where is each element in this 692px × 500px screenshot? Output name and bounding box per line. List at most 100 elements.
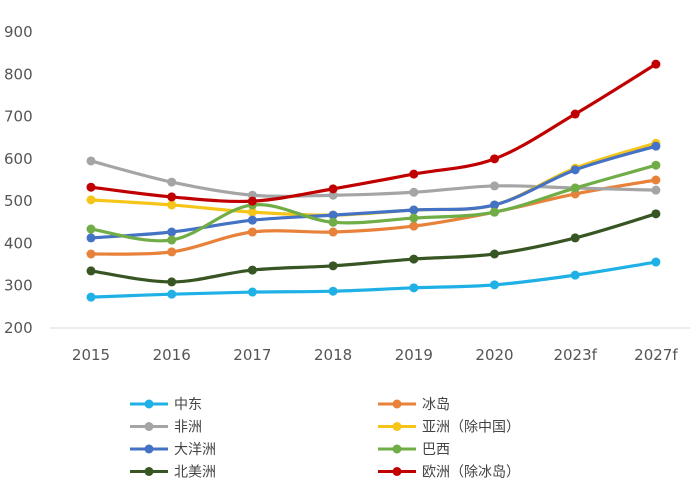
data-point: [247, 215, 257, 225]
series-line: [90, 178, 657, 256]
series-6: [86, 209, 661, 287]
data-point: [328, 184, 338, 194]
x-tick-label: 2018: [314, 346, 352, 364]
legend-label: 冰岛: [422, 397, 450, 413]
legend-label: 北美洲: [174, 465, 216, 481]
series-7: [86, 59, 661, 206]
y-tick-label: 400: [4, 234, 33, 252]
data-point: [328, 217, 338, 227]
data-point: [409, 213, 419, 223]
data-point: [570, 183, 580, 193]
series-1: [86, 175, 661, 259]
data-point: [409, 221, 419, 231]
data-point: [247, 207, 257, 217]
data-point: [86, 156, 96, 166]
data-point: [247, 227, 257, 237]
series-4: [86, 141, 661, 243]
data-point: [167, 200, 177, 210]
data-point: [328, 227, 338, 237]
y-tick-label: 300: [4, 277, 33, 295]
data-point: [247, 265, 257, 275]
legend-marker: [144, 422, 154, 431]
data-point: [651, 185, 661, 195]
data-point: [328, 210, 338, 220]
legend-item: 冰岛: [378, 397, 450, 413]
data-point: [651, 59, 661, 69]
data-point: [86, 292, 96, 302]
x-tick-label: 2017: [233, 346, 271, 364]
legend-item: 大洋洲: [130, 442, 216, 458]
series-line: [90, 62, 657, 204]
data-point: [167, 235, 177, 245]
x-tick-label: 2020: [475, 346, 513, 364]
series-line: [90, 212, 657, 284]
legend-marker: [392, 422, 402, 431]
legend-marker: [144, 399, 154, 409]
legend-marker: [392, 399, 402, 409]
data-point: [570, 109, 580, 119]
data-point: [409, 283, 419, 293]
data-point: [167, 247, 177, 257]
data-point: [409, 205, 419, 215]
legend-item: 巴西: [378, 442, 450, 458]
series-lines: [86, 59, 661, 302]
data-point: [490, 249, 499, 259]
legend-label: 巴西: [422, 442, 450, 458]
legend-marker: [144, 467, 154, 476]
data-point: [651, 257, 661, 267]
axes: 200 300 400 500 600 700 800 900 2015 2016 2017 2018…: [4, 23, 690, 364]
data-point: [328, 286, 338, 296]
data-point: [247, 196, 257, 206]
data-point: [651, 175, 661, 185]
series-line: [90, 163, 657, 243]
data-point: [86, 233, 96, 243]
legend-label: 大洋洲: [174, 442, 216, 458]
series-0: [86, 257, 661, 302]
data-point: [167, 277, 177, 287]
data-point: [167, 192, 177, 202]
data-point: [247, 287, 257, 297]
data-point: [490, 280, 499, 290]
data-point: [570, 165, 580, 175]
data-point: [167, 177, 177, 187]
data-point: [409, 169, 419, 179]
x-tick-label: 2027f: [634, 346, 678, 364]
data-point: [86, 182, 96, 192]
data-point: [570, 270, 580, 280]
legend-label: 中东: [174, 397, 202, 413]
legend-marker: [392, 444, 402, 454]
data-point: [651, 141, 661, 151]
data-point: [570, 233, 580, 243]
data-point: [86, 224, 96, 234]
legend-item: 欧洲（除冰岛）: [378, 465, 520, 481]
y-tick-label: 200: [4, 319, 33, 337]
legend-marker: [144, 444, 154, 454]
data-point: [86, 195, 96, 205]
data-point: [409, 187, 419, 197]
data-point: [167, 227, 177, 237]
y-tick-label: 600: [4, 150, 33, 168]
y-tick-label: 700: [4, 108, 33, 126]
y-tick-label: 800: [4, 65, 33, 83]
data-point: [490, 200, 499, 210]
data-point: [86, 266, 96, 276]
y-tick-label: 500: [4, 192, 33, 210]
data-point: [490, 154, 499, 164]
x-tick-label: 2015: [72, 346, 110, 364]
legend-item: 北美洲: [130, 465, 216, 481]
data-point: [651, 160, 661, 170]
legend-marker: [392, 467, 402, 476]
x-tick-label: 2019: [395, 346, 433, 364]
data-point: [490, 181, 499, 191]
y-tick-label: 900: [4, 23, 33, 41]
legend-item: 中东: [130, 397, 202, 413]
series-line: [90, 260, 657, 299]
x-tick-label: 2023f: [553, 346, 597, 364]
data-point: [328, 190, 338, 200]
data-point: [490, 207, 499, 217]
data-point: [328, 261, 338, 271]
legend-label: 非洲: [174, 420, 202, 436]
data-point: [651, 209, 661, 219]
